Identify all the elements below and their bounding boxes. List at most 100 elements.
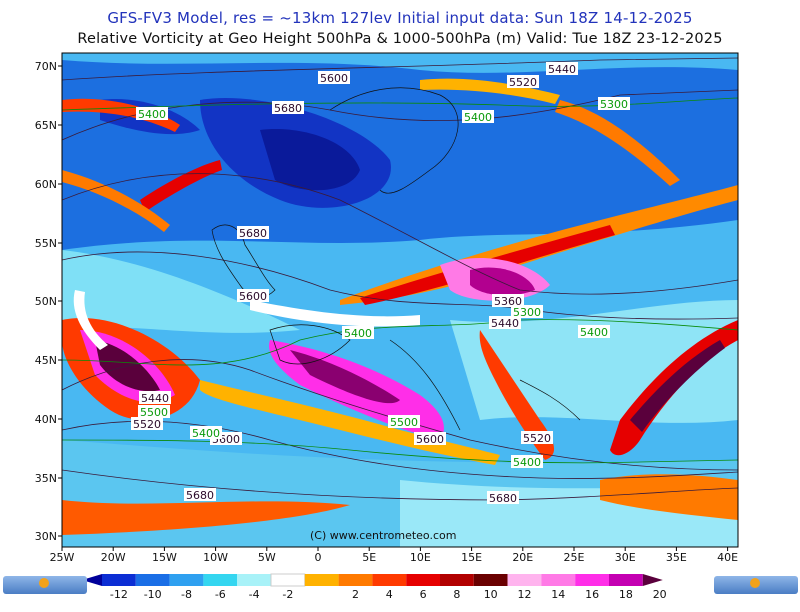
thickness-contour-label-bg: [578, 325, 610, 338]
colorbar-swatch: [372, 574, 407, 586]
height-contour-label-bg: [546, 62, 578, 75]
field-title: Relative Vorticity at Geo Height 500hPa …: [77, 31, 723, 47]
lon-label: 5W: [258, 551, 276, 564]
colorbar-tick-label: 12: [518, 588, 532, 600]
height-contour-label-bg: [489, 316, 521, 329]
height-contour-label: 5520: [509, 76, 537, 89]
colorbar-swatch: [304, 574, 339, 586]
colorbar-swatch: [507, 574, 542, 586]
thickness-contour-label-bg: [511, 455, 543, 468]
thickness-contour-label: 5500: [140, 406, 168, 419]
colorbar: -12 -10 -8 -6 -4 -2 2 4 6 8 10 12 14 16 18 20: [0, 572, 800, 601]
lat-label: 70N: [35, 60, 57, 73]
thickness-contour-label: 5500: [390, 416, 418, 429]
lon-label: 25E: [564, 551, 585, 564]
colorbar-swatch: [575, 574, 609, 586]
colorbar-swatch: [609, 574, 643, 586]
colorbar-tick-label: 10: [484, 588, 498, 600]
thickness-contour-label: 5400: [138, 108, 166, 121]
colorbar-tick-label: 14: [551, 588, 565, 600]
colorbar-swatch: [541, 574, 576, 586]
height-contour-label-bg: [237, 226, 269, 239]
logo-sun-icon: [38, 578, 49, 588]
thickness-contour-label: 5300: [600, 98, 628, 111]
thickness-contour-label: 5400: [513, 456, 541, 469]
height-contour-label: 5600: [320, 72, 348, 85]
height-contour-label-bg: [487, 491, 519, 504]
colorbar-tick-label: 6: [420, 588, 427, 600]
colorbar-swatch: [102, 574, 136, 586]
height-contour-label: 5680: [489, 492, 517, 505]
thickness-contour-label-bg: [138, 405, 170, 418]
colorbar-tick-label: 20: [653, 588, 667, 600]
height-contour-label-bg: [139, 391, 171, 404]
colorbar-swatch: [338, 574, 373, 586]
thickness-contour-label-bg: [136, 107, 168, 120]
lon-label: 20E: [512, 551, 533, 564]
colorbar-graphic: -12 -10 -8 -6 -4 -2 2 4 6 8 10 12 14 16 18 20: [82, 573, 667, 601]
colorbar-swatch: [169, 574, 204, 586]
logo-right: centrometeo: [714, 576, 798, 608]
height-contour-label: 5680: [239, 227, 267, 240]
height-contour-label-bg: [318, 71, 350, 84]
height-contour-label-bg: [507, 75, 539, 88]
thickness-contour-label-bg: [342, 326, 374, 339]
vorticity-field: [62, 53, 738, 547]
colorbar-swatch: [203, 574, 238, 586]
colorbar-tick-label: -6: [215, 588, 226, 600]
latitude-labels: 70N 65N 60N 55N 50N 45N 40N 35N 30N: [35, 60, 62, 543]
colorbar-swatch: [473, 574, 508, 586]
lon-label: 30E: [615, 551, 636, 564]
lat-label: 35N: [35, 472, 57, 485]
thickness-contour-label: 5400: [580, 326, 608, 339]
height-contour-label-bg: [237, 289, 269, 302]
colorbar-swatch: [270, 573, 306, 587]
height-contour-label-bg: [492, 294, 524, 307]
thickness-contour-label: 5300: [513, 306, 541, 319]
thickness-contour-label-bg: [511, 305, 543, 318]
colorbar-tick-label: -8: [181, 588, 192, 600]
logo-sun-icon: [749, 578, 760, 588]
thickness-contour-label-bg: [190, 426, 222, 439]
lon-label: 35E: [666, 551, 687, 564]
lon-label: 10W: [203, 551, 228, 564]
height-contour-label: 5680: [186, 489, 214, 502]
lat-label: 45N: [35, 354, 57, 367]
colorbar-tick-label: -2: [282, 588, 293, 600]
colorbar-tick-label: 18: [619, 588, 633, 600]
lon-label: 5E: [362, 551, 376, 564]
lon-label: 40E: [717, 551, 738, 564]
colorbar-right-arrow: [642, 574, 663, 586]
lon-label: 20W: [101, 551, 126, 564]
colorbar-swatch: [406, 574, 440, 586]
lat-label: 40N: [35, 413, 57, 426]
lat-label: 50N: [35, 295, 57, 308]
lon-label: 25W: [50, 551, 75, 564]
colorbar-tick-label: 8: [453, 588, 460, 600]
height-contour-label-bg: [414, 432, 446, 445]
thickness-contour-label-bg: [598, 97, 630, 110]
lon-label: 15E: [461, 551, 482, 564]
map-frame: [61, 52, 739, 548]
height-contour-label: 5440: [491, 317, 519, 330]
height-contour-label: 5520: [523, 432, 551, 445]
thickness-contour-label: 5400: [464, 111, 492, 124]
lon-label: 10E: [410, 551, 431, 564]
model-title: GFS-FV3 Model, res = ~13km 127lev Initia…: [107, 9, 693, 27]
height-contour-label-bg: [521, 431, 553, 444]
colorbar-tick-label: -12: [110, 588, 128, 600]
colorbar-swatch: [237, 574, 271, 586]
height-contour-label: 5600: [416, 433, 444, 446]
height-contour-label: 5360: [494, 295, 522, 308]
colorbar-tick-label: 2: [352, 588, 359, 600]
colorbar-tick-label: -10: [144, 588, 162, 600]
thickness-contour-label: 5400: [344, 327, 372, 340]
thickness-contour-label-bg: [388, 415, 420, 428]
height-contour-label: 5680: [274, 102, 302, 115]
height-contour-label-bg: [131, 417, 163, 430]
colorbar-tick-label: 4: [386, 588, 393, 600]
colorbar-swatch: [440, 574, 474, 586]
height-contour-label-bg: [272, 101, 304, 114]
colorbar-swatch: [135, 574, 170, 586]
